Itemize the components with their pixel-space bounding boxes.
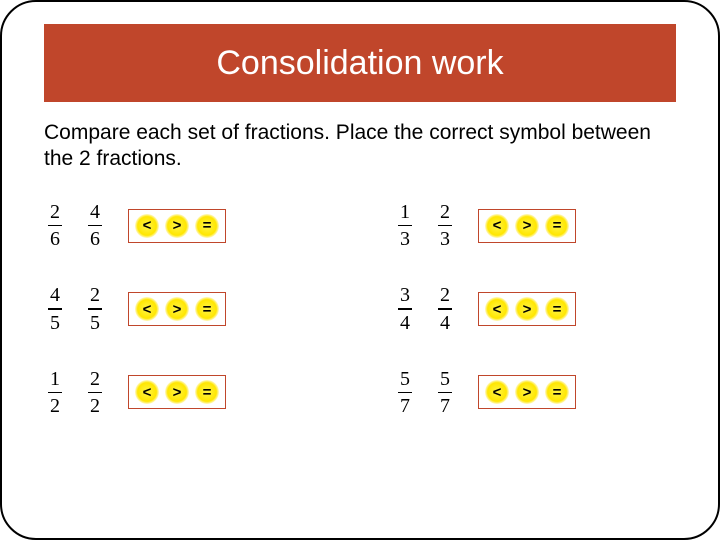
equals-button[interactable]: = [195,214,219,238]
fraction: 1 3 [398,202,412,249]
symbol-picker: < > = [128,375,226,409]
fraction-bar [438,225,452,226]
fraction: 2 4 [438,285,452,332]
fraction-bar [398,308,412,309]
fraction: 4 6 [88,202,102,249]
denominator: 6 [90,228,100,249]
denominator: 3 [440,228,450,249]
exercise-row: 5 7 5 7 < > = [398,369,688,416]
greater-than-button[interactable]: > [165,297,189,321]
numerator: 4 [50,285,60,306]
numerator: 2 [90,369,100,390]
equals-button[interactable]: = [195,380,219,404]
fraction: 1 2 [48,369,62,416]
denominator: 5 [90,312,100,333]
denominator: 2 [90,395,100,416]
fraction-bar [48,392,62,393]
fraction-bar [48,225,62,226]
greater-than-button[interactable]: > [515,214,539,238]
greater-than-button[interactable]: > [515,380,539,404]
title-bar: Consolidation work [44,24,676,102]
numerator: 5 [400,369,410,390]
fraction-bar [398,225,412,226]
numerator: 1 [400,202,410,223]
fraction: 2 6 [48,202,62,249]
less-than-button[interactable]: < [135,214,159,238]
denominator: 5 [50,312,60,333]
equals-button[interactable]: = [195,297,219,321]
symbol-picker: < > = [478,209,576,243]
exercise-row: 4 5 2 5 < > = [48,285,338,332]
exercise-row: 1 3 2 3 < > = [398,202,688,249]
less-than-button[interactable]: < [485,297,509,321]
greater-than-button[interactable]: > [515,297,539,321]
fraction-bar [438,392,452,393]
greater-than-button[interactable]: > [165,214,189,238]
fraction-bar [48,308,62,309]
fraction: 3 4 [398,285,412,332]
less-than-button[interactable]: < [135,380,159,404]
fraction: 2 2 [88,369,102,416]
slide-frame: Consolidation work Compare each set of f… [0,0,720,540]
less-than-button[interactable]: < [485,214,509,238]
numerator: 2 [440,202,450,223]
fraction: 2 3 [438,202,452,249]
fraction: 2 5 [88,285,102,332]
denominator: 2 [50,395,60,416]
denominator: 7 [400,395,410,416]
fraction-bar [88,392,102,393]
numerator: 3 [400,285,410,306]
denominator: 6 [50,228,60,249]
equals-button[interactable]: = [545,214,569,238]
exercise-grid: 2 6 4 6 < > = 1 3 2 [48,202,688,416]
numerator: 2 [440,285,450,306]
fraction: 5 7 [398,369,412,416]
less-than-button[interactable]: < [135,297,159,321]
denominator: 3 [400,228,410,249]
exercise-row: 3 4 2 4 < > = [398,285,688,332]
instruction-text: Compare each set of fractions. Place the… [44,120,676,173]
fraction-bar [88,225,102,226]
symbol-picker: < > = [478,292,576,326]
numerator: 2 [50,202,60,223]
numerator: 4 [90,202,100,223]
equals-button[interactable]: = [545,297,569,321]
less-than-button[interactable]: < [485,380,509,404]
fraction: 4 5 [48,285,62,332]
fraction-bar [438,308,452,309]
greater-than-button[interactable]: > [165,380,189,404]
fraction: 5 7 [438,369,452,416]
denominator: 4 [400,312,410,333]
symbol-picker: < > = [128,209,226,243]
fraction-bar [398,392,412,393]
fraction-bar [88,308,102,309]
denominator: 4 [440,312,450,333]
denominator: 7 [440,395,450,416]
numerator: 5 [440,369,450,390]
equals-button[interactable]: = [545,380,569,404]
exercise-row: 2 6 4 6 < > = [48,202,338,249]
numerator: 1 [50,369,60,390]
exercise-row: 1 2 2 2 < > = [48,369,338,416]
slide-title: Consolidation work [216,44,503,83]
symbol-picker: < > = [478,375,576,409]
symbol-picker: < > = [128,292,226,326]
numerator: 2 [90,285,100,306]
